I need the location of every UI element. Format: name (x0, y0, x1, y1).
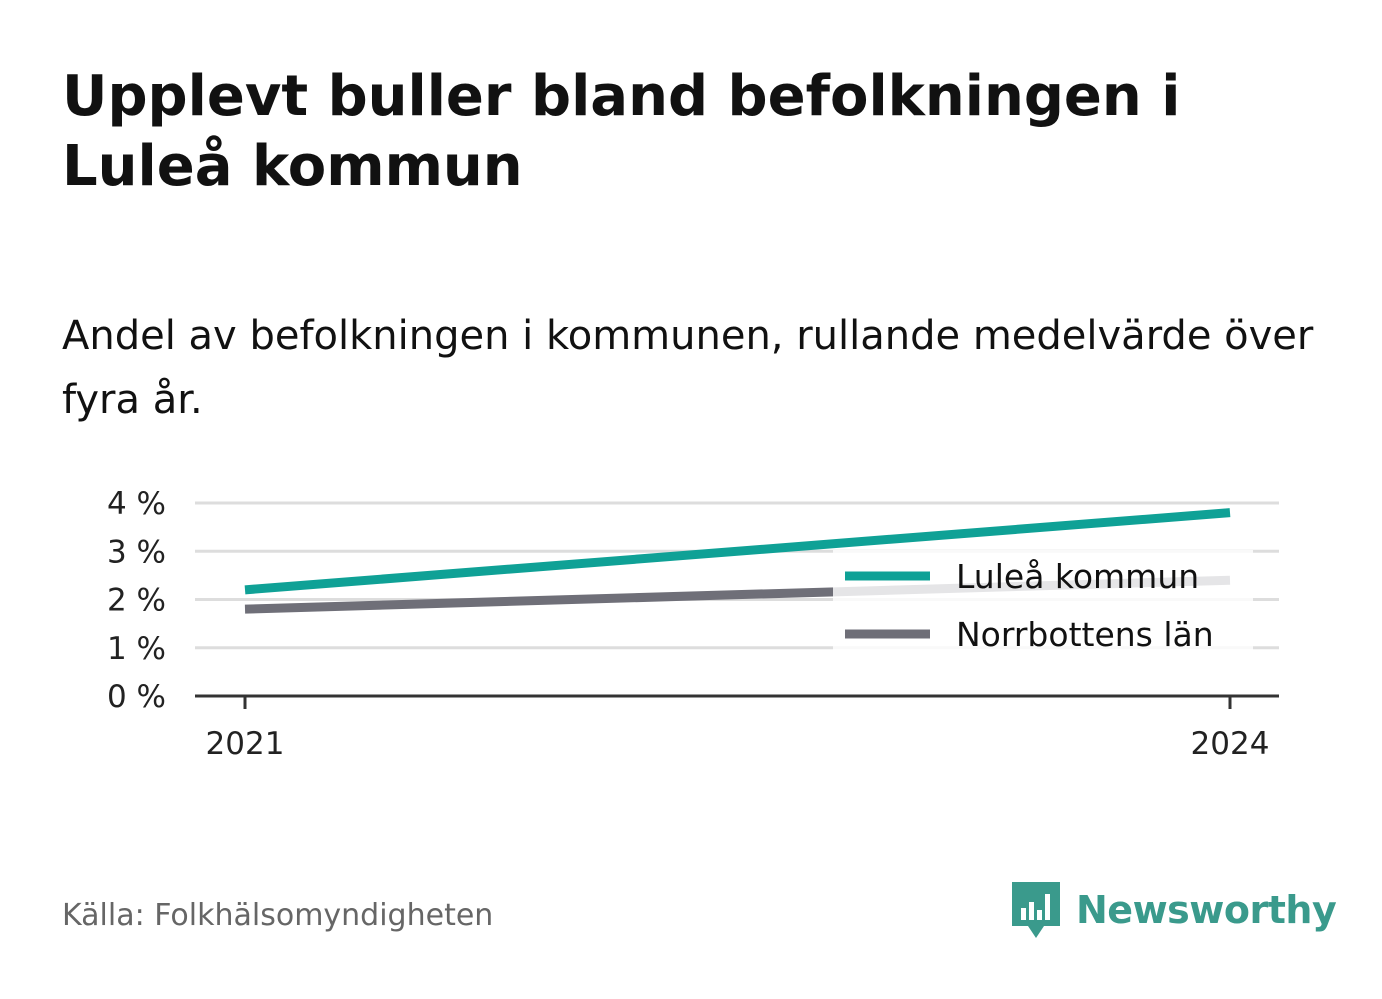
source-note: Källa: Folkhälsomyndigheten (62, 898, 494, 933)
legend: Luleå kommun Norrbottens län (845, 557, 1214, 654)
series-line-0 (244, 508, 1231, 595)
x-axis-ticks: 2021 2024 (206, 696, 1270, 762)
brand-logo: Newsworthy (1010, 880, 1337, 940)
legend-label-1: Norrbottens län (956, 615, 1214, 654)
chart-subtitle: Andel av befolkningen i kommunen, rullan… (62, 313, 1314, 423)
y-tick-label: 2 % (107, 583, 166, 619)
y-axis-tick-labels: 0 % 1 % 2 % 3 % 4 % (107, 486, 166, 715)
line-chart: 0 % 1 % 2 % 3 % 4 % 2021 2024 Luleå kommun Nor… (107, 486, 1279, 762)
brand-name: Newsworthy (1076, 888, 1337, 932)
y-tick-label: 0 % (107, 679, 166, 715)
y-tick-label: 4 % (107, 486, 166, 522)
chart-title: Upplevt buller bland befolkningen i Lule… (62, 64, 1181, 199)
newsworthy-logo-icon (1012, 882, 1060, 938)
x-tick-label: 2024 (1191, 726, 1270, 762)
y-tick-label: 1 % (107, 631, 166, 667)
legend-label-0: Luleå kommun (956, 557, 1199, 596)
x-tick-label: 2021 (206, 726, 285, 762)
y-tick-label: 3 % (107, 534, 166, 570)
